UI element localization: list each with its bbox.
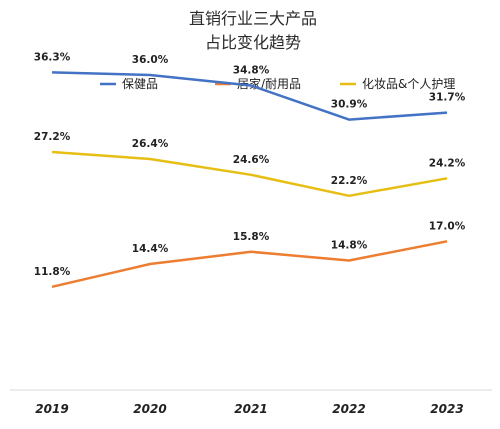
series-line-1: [51, 240, 448, 289]
data-label-1-0: 11.8%: [34, 266, 71, 278]
x-tick-label-2021: 2021: [234, 402, 267, 416]
legend-label-2: 化妆品&个人护理: [362, 77, 455, 91]
x-tick-label-2019: 2019: [35, 402, 68, 416]
data-label-0-1: 36.0%: [132, 54, 169, 66]
chart-title-line-1: 直销行业三大产品: [189, 9, 317, 28]
data-label-2-2: 24.6%: [233, 154, 270, 166]
data-label-0-4: 31.7%: [429, 92, 466, 104]
data-label-2-4: 24.2%: [429, 157, 466, 169]
data-label-1-3: 14.8%: [331, 240, 368, 252]
legend: 保健品 居家/耐用品 化妆品&个人护理: [100, 76, 455, 91]
data-label-0-0: 36.3%: [34, 51, 71, 63]
chart-title-line-2: 占比变化趋势: [205, 33, 301, 52]
x-tick-label-2023: 2023: [430, 402, 463, 416]
data-label-1-2: 15.8%: [233, 231, 270, 243]
x-tick-label-2020: 2020: [133, 402, 166, 416]
data-label-1-1: 14.4%: [132, 243, 169, 255]
data-label-0-2: 34.8%: [233, 65, 270, 77]
data-label-2-1: 26.4%: [132, 138, 169, 150]
x-axis-ticks: 2019 2020 2021 2022 2023: [35, 402, 463, 416]
legend-label-0: 保健品: [122, 77, 158, 91]
data-label-2-3: 22.2%: [331, 175, 368, 187]
x-tick-label-2022: 2022: [332, 402, 365, 416]
data-label-2-0: 27.2%: [34, 131, 71, 143]
data-label-0-3: 30.9%: [331, 99, 368, 111]
data-label-1-4: 17.0%: [429, 220, 466, 232]
legend-label-1: 居家/耐用品: [237, 76, 301, 91]
series-layer: 36.3% 36.0% 34.8% 30.9% 31.7% 11.8% 14.4% 15.8%…: [34, 51, 466, 289]
